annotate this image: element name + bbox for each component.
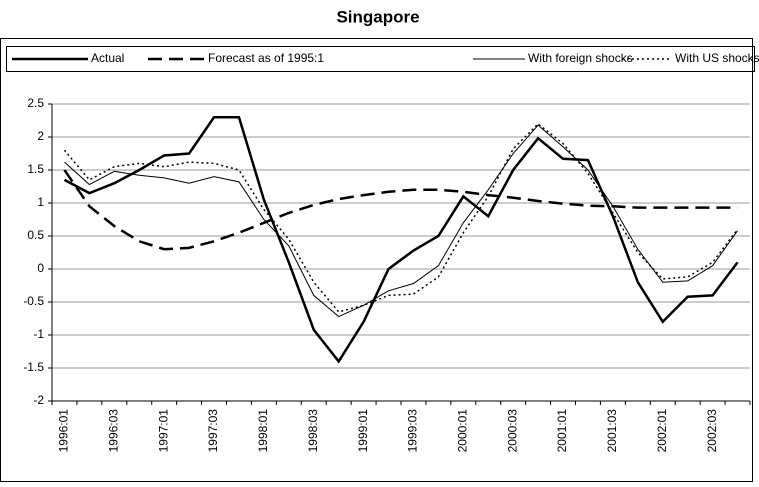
series-line	[63, 115, 739, 364]
x-tick-label: 2001:03	[605, 409, 619, 453]
x-tick-label: 1997:01	[156, 409, 170, 453]
x-tick-label: 2002:01	[655, 409, 669, 453]
series-line	[63, 122, 739, 313]
y-tick-label: 2	[37, 129, 44, 143]
series-line	[63, 169, 738, 251]
x-tick-label: 1996:03	[106, 409, 120, 453]
y-tick-label: -0.5	[23, 294, 44, 308]
y-tick-label: -1.5	[23, 360, 44, 374]
legend-label: Actual	[91, 51, 124, 65]
legend-box	[6, 46, 755, 72]
x-tick-label: 1999:03	[406, 409, 420, 453]
x-tick-label: 1997:03	[206, 409, 220, 453]
series-line	[64, 124, 738, 318]
legend-label: Forecast as of 1995:1	[208, 51, 324, 65]
x-tick-label: 1996:01	[57, 409, 71, 453]
y-tick-label: -2	[33, 393, 44, 407]
x-tick-label: 1998:03	[306, 409, 320, 453]
x-tick-label: 1999:01	[356, 409, 370, 453]
y-tick-label: 1	[37, 195, 44, 209]
x-tick-label: 2000:01	[455, 409, 469, 453]
y-tick-label: 0	[37, 261, 44, 275]
y-tick-label: 2.5	[27, 96, 44, 110]
x-tick-label: 2000:03	[505, 409, 519, 453]
legend-label: With US shocks	[675, 51, 759, 65]
x-tick-label: 2002:03	[705, 409, 719, 453]
chart-title: Singapore	[336, 7, 419, 26]
x-tick-label: 2001:01	[555, 409, 569, 453]
y-tick-label: -1	[33, 327, 44, 341]
y-tick-label: 0.5	[27, 228, 44, 242]
y-tick-label: 1.5	[27, 162, 44, 176]
x-tick-label: 1998:01	[256, 409, 270, 453]
legend-label: With foreign shocks	[528, 51, 633, 65]
